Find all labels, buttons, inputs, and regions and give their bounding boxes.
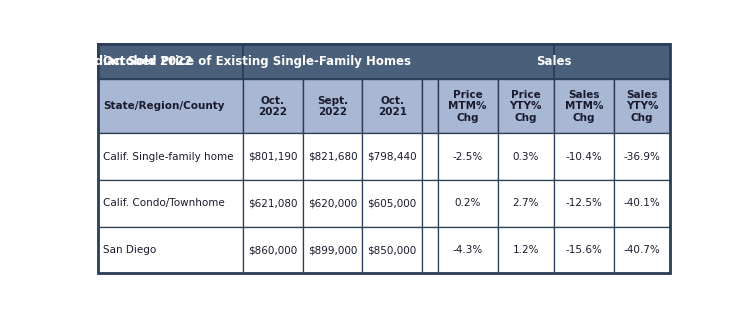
Text: San Diego: San Diego [103,245,156,255]
Bar [98,44,243,79]
Text: 2.7%: 2.7% [512,198,539,208]
Text: -10.4%: -10.4% [566,152,602,162]
Bar [98,133,243,180]
Text: -2.5%: -2.5% [452,152,483,162]
Bar [243,227,303,273]
Text: -15.6%: -15.6% [566,245,602,255]
Text: $801,190: $801,190 [248,152,298,162]
Bar [422,133,438,180]
Bar [303,180,362,227]
Bar [362,79,422,133]
Text: $798,440: $798,440 [368,152,417,162]
Text: -12.5%: -12.5% [566,198,602,208]
Text: Calif. Single-family home: Calif. Single-family home [103,152,233,162]
Text: October 2022: October 2022 [103,55,193,68]
Text: Sales: Sales [536,55,572,68]
Bar [614,180,670,227]
Bar [243,180,303,227]
Bar [243,133,303,180]
Bar [438,227,497,273]
Text: Price
YTY%
Chg: Price YTY% Chg [509,90,542,123]
Text: 0.3%: 0.3% [512,152,539,162]
Bar [243,44,554,79]
Text: Sales
MTM%
Chg: Sales MTM% Chg [565,90,603,123]
Bar [497,133,554,180]
Bar [497,180,554,227]
Text: State/Region/County: State/Region/County [103,101,224,111]
Text: $605,000: $605,000 [368,198,417,208]
Bar [303,227,362,273]
Bar [614,227,670,273]
Bar [438,180,497,227]
Text: $860,000: $860,000 [248,245,298,255]
Text: Sept.
2022: Sept. 2022 [317,95,348,117]
Bar [554,133,614,180]
Text: Median Sold Price of Existing Single-Family Homes: Median Sold Price of Existing Single-Fam… [75,55,411,68]
Bar [497,79,554,133]
Bar [98,227,243,273]
Bar [614,133,670,180]
Bar [422,180,438,227]
Bar [614,79,670,133]
Text: Oct.
2022: Oct. 2022 [258,95,287,117]
Bar [554,79,614,133]
Text: -40.7%: -40.7% [624,245,661,255]
Bar [98,79,243,133]
Bar [554,44,670,79]
Text: 0.2%: 0.2% [454,198,481,208]
Text: $850,000: $850,000 [368,245,417,255]
Text: -36.9%: -36.9% [624,152,661,162]
Bar [422,227,438,273]
Text: Oct.
2021: Oct. 2021 [378,95,406,117]
Text: $899,000: $899,000 [308,245,357,255]
Text: $621,080: $621,080 [248,198,298,208]
Text: -4.3%: -4.3% [452,245,483,255]
Bar [362,180,422,227]
Bar [243,79,303,133]
Bar [438,133,497,180]
Bar [303,133,362,180]
Text: -40.1%: -40.1% [624,198,661,208]
Text: 1.2%: 1.2% [512,245,539,255]
Text: $620,000: $620,000 [308,198,357,208]
Text: Sales
YTY%
Chg: Sales YTY% Chg [626,90,658,123]
Bar [362,227,422,273]
Bar [303,79,362,133]
Bar [554,227,614,273]
Text: $821,680: $821,680 [308,152,357,162]
Bar [497,227,554,273]
Text: Calif. Condo/Townhome: Calif. Condo/Townhome [103,198,225,208]
Text: Price
MTM%
Chg: Price MTM% Chg [448,90,487,123]
Bar [438,79,497,133]
Bar [98,180,243,227]
Bar [422,79,438,133]
Bar [554,180,614,227]
Bar [362,133,422,180]
